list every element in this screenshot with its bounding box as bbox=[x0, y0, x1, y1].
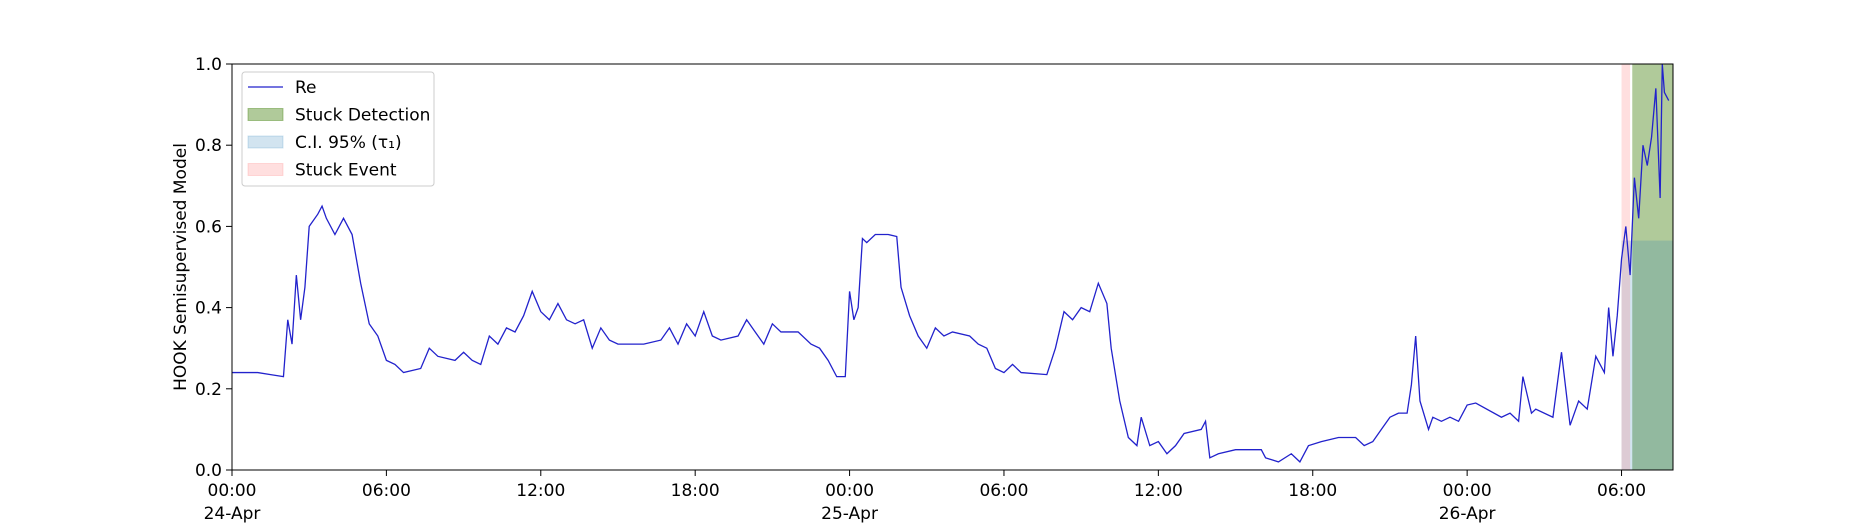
x-tick-label-line: 18:00 bbox=[1288, 481, 1337, 501]
x-tick-label-line: 06:00 bbox=[1597, 481, 1646, 501]
x-tick-label: 00:00 25-Apr bbox=[821, 481, 878, 524]
x-tick-label-line: 12:00 bbox=[516, 481, 565, 501]
legend-label: Stuck Detection bbox=[295, 106, 430, 126]
x-tick-label-line: 12:00 bbox=[1134, 481, 1183, 501]
x-tick-label-line: 24-Apr bbox=[204, 504, 261, 524]
x-tick-label: 06:00 bbox=[1597, 481, 1646, 501]
legend-swatch bbox=[247, 135, 284, 149]
x-tick-label-line: 26-Apr bbox=[1439, 504, 1496, 524]
y-tick-label: 0.4 bbox=[195, 299, 222, 319]
x-tick-label: 00:00 26-Apr bbox=[1439, 481, 1496, 524]
x-tick-label-line: 06:00 bbox=[979, 481, 1028, 501]
y-tick-label: 0.2 bbox=[195, 380, 222, 400]
x-tick-label: 06:00 bbox=[979, 481, 1028, 501]
x-tick-label-line: 00:00 bbox=[208, 481, 257, 501]
legend-swatch bbox=[247, 163, 284, 176]
plot-frame bbox=[231, 63, 1674, 471]
x-tick-label-line: 00:00 bbox=[1443, 481, 1492, 501]
x-tick-label-line: 18:00 bbox=[671, 481, 720, 501]
x-tick-label: 18:00 bbox=[671, 481, 720, 501]
legend-box bbox=[241, 71, 435, 187]
x-tick-label: 12:00 bbox=[516, 481, 565, 501]
x-tick-label-line: 00:00 bbox=[825, 481, 874, 501]
x-tick-label: 18:00 bbox=[1288, 481, 1337, 501]
span bbox=[1621, 64, 1631, 470]
x-tick-label-line: 06:00 bbox=[362, 481, 411, 501]
y-axis-label: HOOK Semisupervised Model bbox=[171, 143, 191, 391]
x-tick-label-line: 25-Apr bbox=[821, 504, 878, 524]
legend-label: C.I. 95% (τ₁) bbox=[295, 133, 402, 153]
x-tick-label: 12:00 bbox=[1134, 481, 1183, 501]
y-tick-label: 0.8 bbox=[195, 136, 222, 156]
span bbox=[1621, 240, 1673, 470]
legend-label: Re bbox=[295, 78, 317, 98]
y-tick-label: 0.0 bbox=[195, 461, 222, 481]
y-tick-label: 1.0 bbox=[195, 55, 222, 75]
line bbox=[232, 63, 1670, 463]
legend-label: Stuck Event bbox=[295, 161, 397, 181]
x-tick-label: 06:00 bbox=[362, 481, 411, 501]
y-tick-label: 0.6 bbox=[195, 217, 222, 237]
legend-swatch bbox=[247, 108, 284, 121]
